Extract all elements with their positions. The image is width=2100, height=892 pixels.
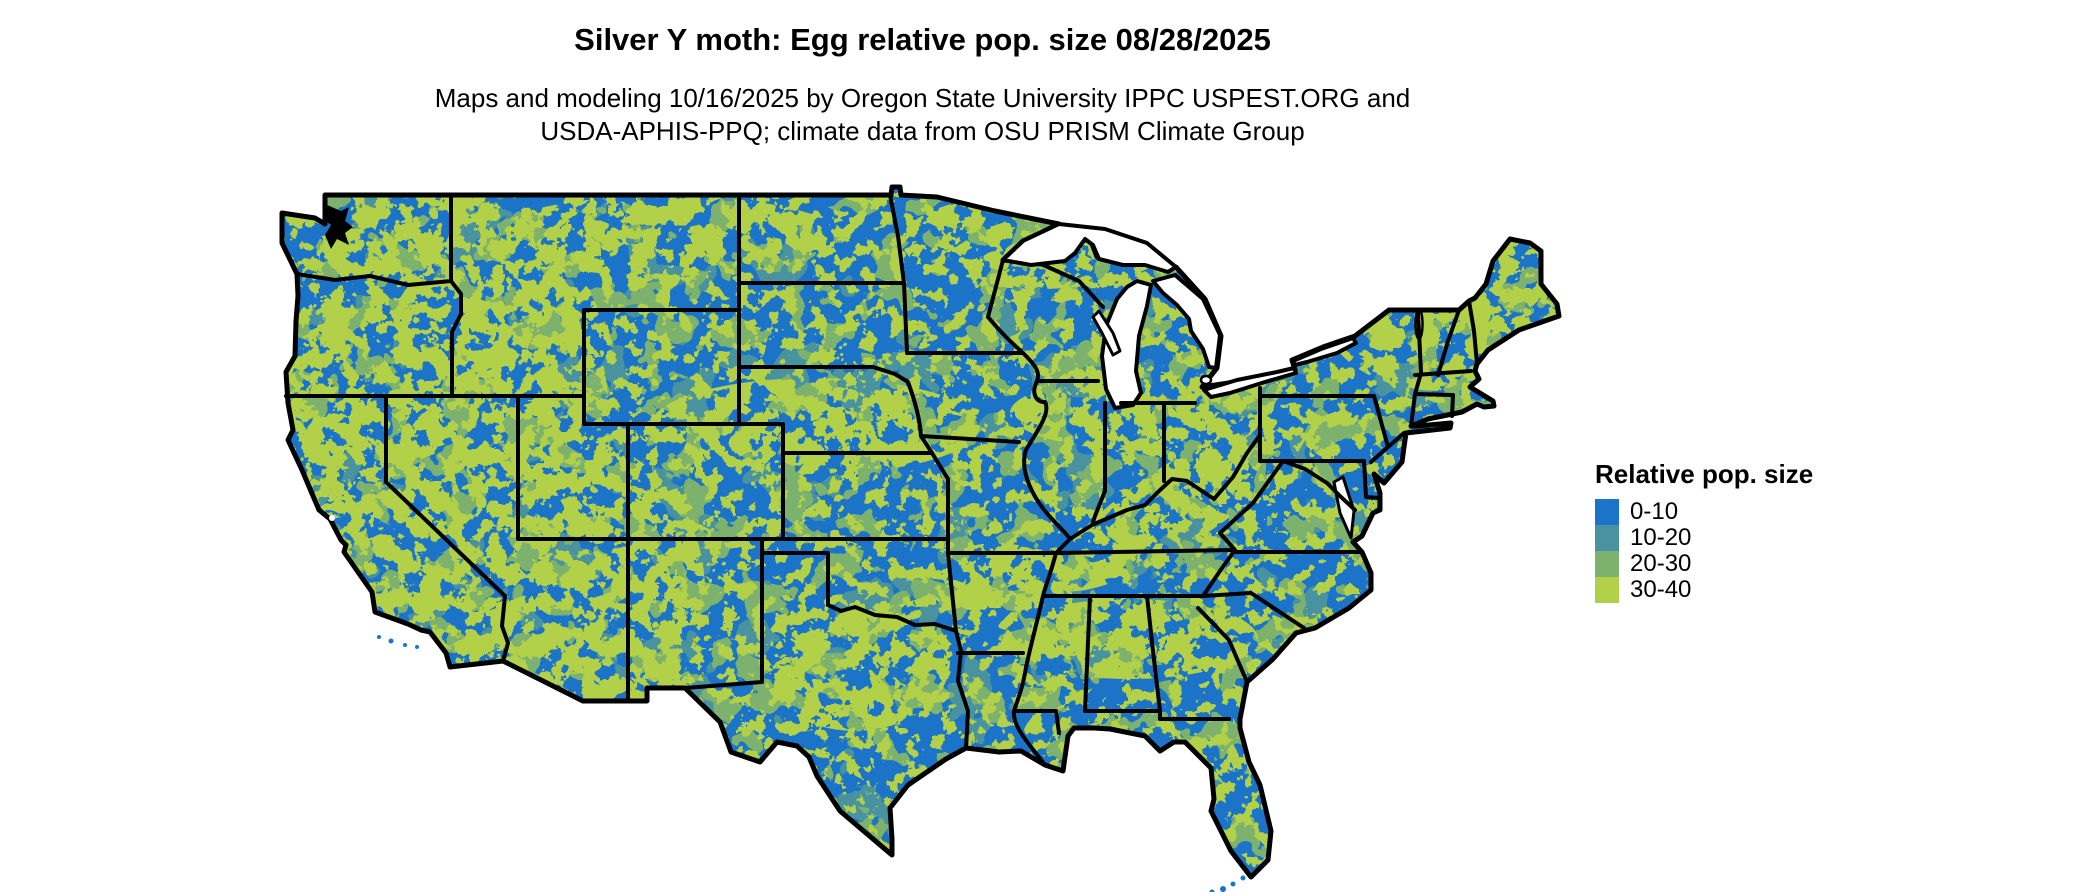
great-lakes xyxy=(1001,222,1424,540)
legend-label-10-20: 10-20 xyxy=(1630,524,1692,551)
chart-subtitle-line2: USDA-APHIS-PPQ; climate data from OSU PR… xyxy=(540,116,1305,146)
legend-item-20-30: 20-30 xyxy=(1595,550,1813,577)
us-map xyxy=(279,184,1562,892)
chart-subtitle-line1: Maps and modeling 10/16/2025 by Oregon S… xyxy=(434,83,1411,113)
san-francisco-bay xyxy=(329,515,335,521)
texture-yellow-30-40 xyxy=(282,187,1559,877)
lake-superior xyxy=(1001,222,1178,274)
legend-label-0-10: 0-10 xyxy=(1630,498,1679,525)
legend-item-10-20: 10-20 xyxy=(1595,524,1813,551)
legend-swatch-30-40 xyxy=(1595,577,1619,603)
chart-subtitle: Maps and modeling 10/16/2025 by Oregon S… xyxy=(175,82,1670,148)
us-map-container xyxy=(275,181,1570,892)
channel-islands xyxy=(377,635,419,649)
legend-item-0-10: 0-10 xyxy=(1595,498,1813,525)
legend-swatch-0-10 xyxy=(1595,499,1619,525)
green-bay xyxy=(1091,309,1122,357)
lake-michigan xyxy=(1100,279,1153,410)
legend-title: Relative pop. size xyxy=(1595,459,1814,489)
florida-keys xyxy=(1209,875,1246,892)
legend-item-30-40: 30-40 xyxy=(1595,576,1813,603)
legend-label-20-30: 20-30 xyxy=(1630,550,1692,577)
lake-ontario xyxy=(1291,336,1358,367)
legend-swatch-20-30 xyxy=(1595,551,1619,577)
legend-label-30-40: 30-40 xyxy=(1630,576,1692,603)
lake-erie xyxy=(1202,366,1298,399)
puget-sound-shoreline xyxy=(323,205,353,249)
raster-texture-layers xyxy=(282,187,1559,877)
chart-title: Silver Y moth: Egg relative pop. size 08… xyxy=(574,22,1271,57)
legend-swatch-10-20 xyxy=(1595,525,1619,551)
legend: Relative pop. size 0-10 10-20 20-30 30-4… xyxy=(1595,459,1813,603)
lake-st-clair xyxy=(1199,374,1213,386)
lake-huron xyxy=(1151,273,1222,370)
state-borders xyxy=(284,193,1479,767)
